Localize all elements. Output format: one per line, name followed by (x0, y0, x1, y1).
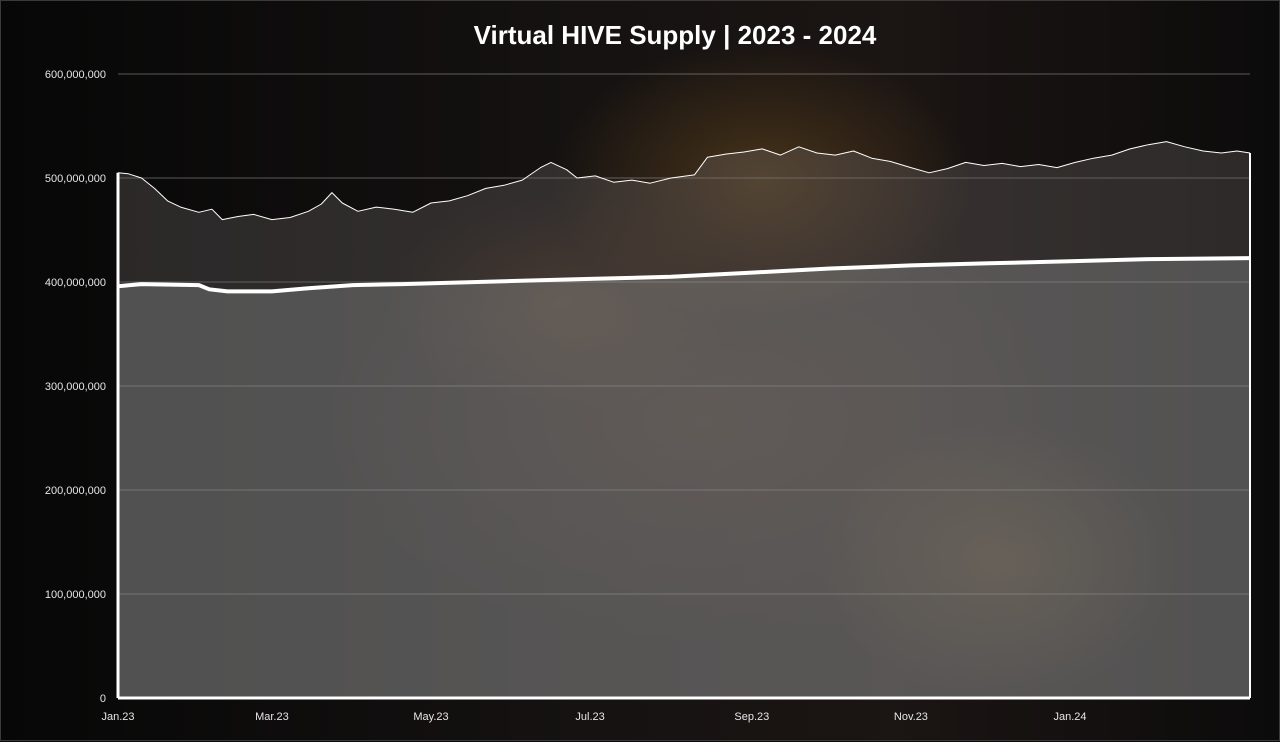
x-tick-label: Jul.23 (575, 711, 604, 723)
y-tick-label: 600,000,000 (45, 69, 106, 81)
x-tick-label: Sep.23 (734, 711, 769, 723)
chart-title: Virtual HIVE Supply | 2023 - 2024 (474, 20, 877, 50)
series-line-thick (117, 256, 1251, 294)
y-tick-label: 300,000,000 (45, 381, 106, 393)
x-tick-label: Nov.23 (894, 711, 928, 723)
y-tick-label: 200,000,000 (45, 485, 106, 497)
series-line-thin (117, 141, 1251, 221)
y-tick-label: 100,000,000 (45, 589, 106, 601)
y-tick-label: 0 (100, 693, 106, 705)
series-lines (116, 141, 1251, 700)
y-tick-label: 500,000,000 (45, 173, 106, 185)
x-tick-label: Jan.23 (101, 711, 134, 723)
series-area-fill (118, 258, 1250, 698)
series-band-fill (118, 141, 1250, 292)
plot-area (118, 141, 1250, 698)
x-tick-label: May.23 (413, 711, 448, 723)
y-axis: 0 100,000,000 200,000,000 300,000,000 400,00… (45, 69, 106, 705)
x-axis: Jan.23 Mar.23 May.23 Jul.23 Sep.23 Nov.23 Jan.… (101, 711, 1086, 723)
x-tick-label: Jan.24 (1054, 711, 1087, 723)
x-tick-label: Mar.23 (255, 711, 289, 723)
y-tick-label: 400,000,000 (45, 277, 106, 289)
